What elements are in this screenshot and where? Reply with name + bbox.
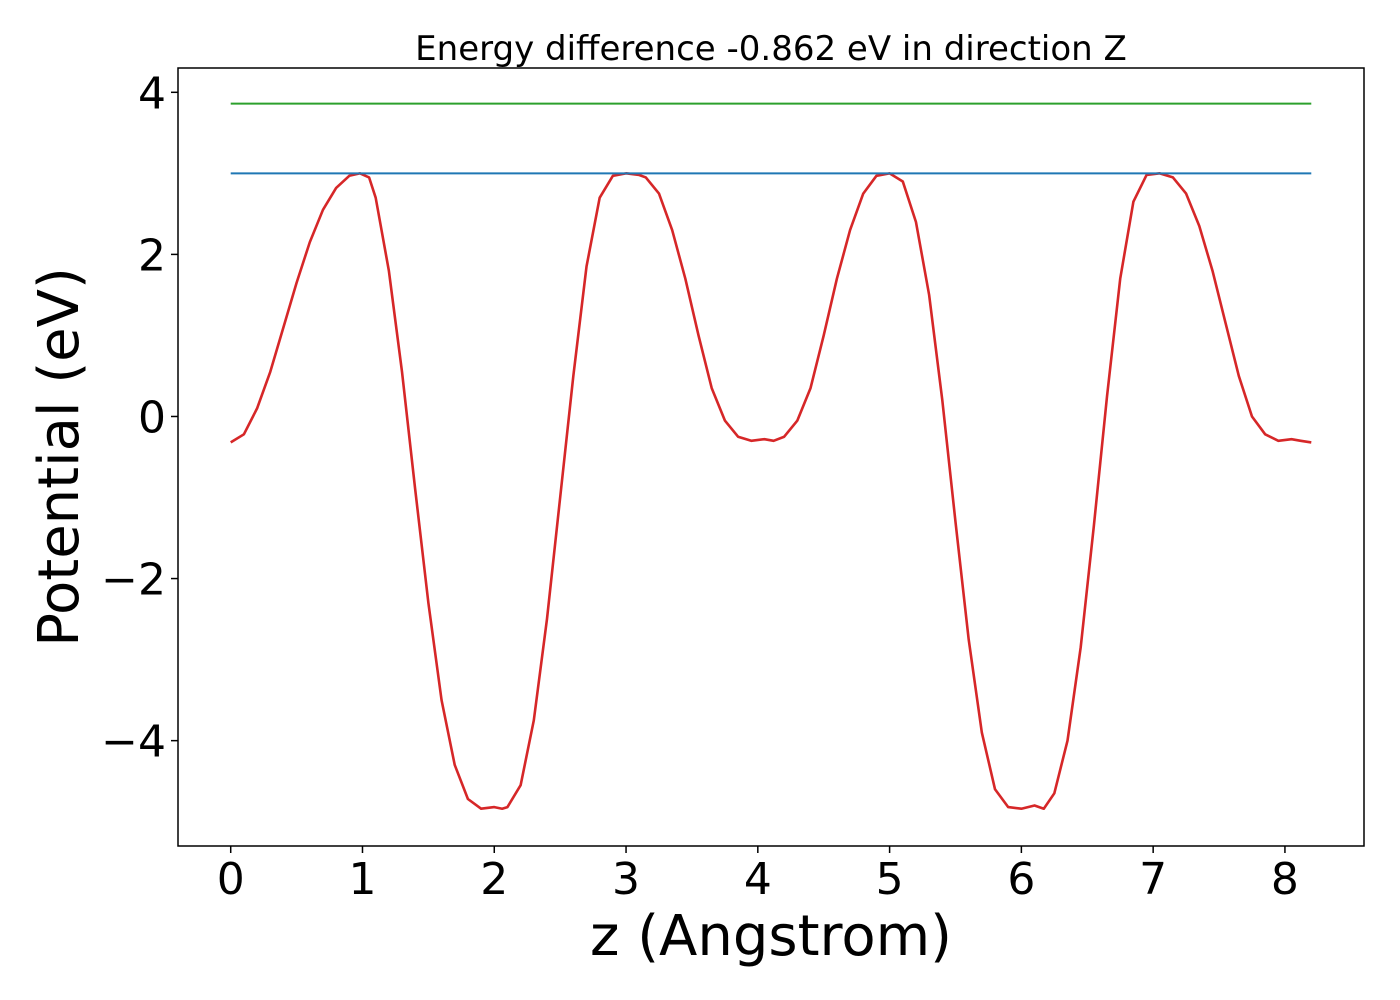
y-tick-label: −2 bbox=[101, 555, 166, 606]
x-tick-label: 8 bbox=[1271, 854, 1299, 905]
y-tick-label: 4 bbox=[138, 68, 166, 119]
y-axis-ticks: −4 −2 0 2 4 bbox=[101, 68, 178, 768]
y-axis-label: Potential (eV) bbox=[27, 267, 92, 647]
x-axis-ticks: 0 1 2 3 4 5 6 7 8 bbox=[217, 846, 1299, 905]
series-line-0 bbox=[230, 172, 1312, 811]
y-tick-label: 0 bbox=[138, 392, 166, 443]
x-tick-label: 7 bbox=[1139, 854, 1167, 905]
chart-title: Energy difference -0.862 eV in direction… bbox=[415, 29, 1127, 69]
y-tick-label: 2 bbox=[138, 230, 166, 281]
x-tick-label: 6 bbox=[1007, 854, 1035, 905]
y-tick-label: −4 bbox=[101, 717, 166, 768]
x-tick-label: 5 bbox=[876, 854, 904, 905]
series-layer bbox=[230, 102, 1312, 811]
x-tick-label: 4 bbox=[744, 854, 772, 905]
x-tick-label: 2 bbox=[480, 854, 508, 905]
x-tick-label: 0 bbox=[217, 854, 245, 905]
x-tick-label: 3 bbox=[612, 854, 640, 905]
x-axis-label: z (Angstrom) bbox=[590, 904, 952, 969]
x-tick-label: 1 bbox=[348, 854, 376, 905]
plot-frame bbox=[177, 67, 1365, 847]
